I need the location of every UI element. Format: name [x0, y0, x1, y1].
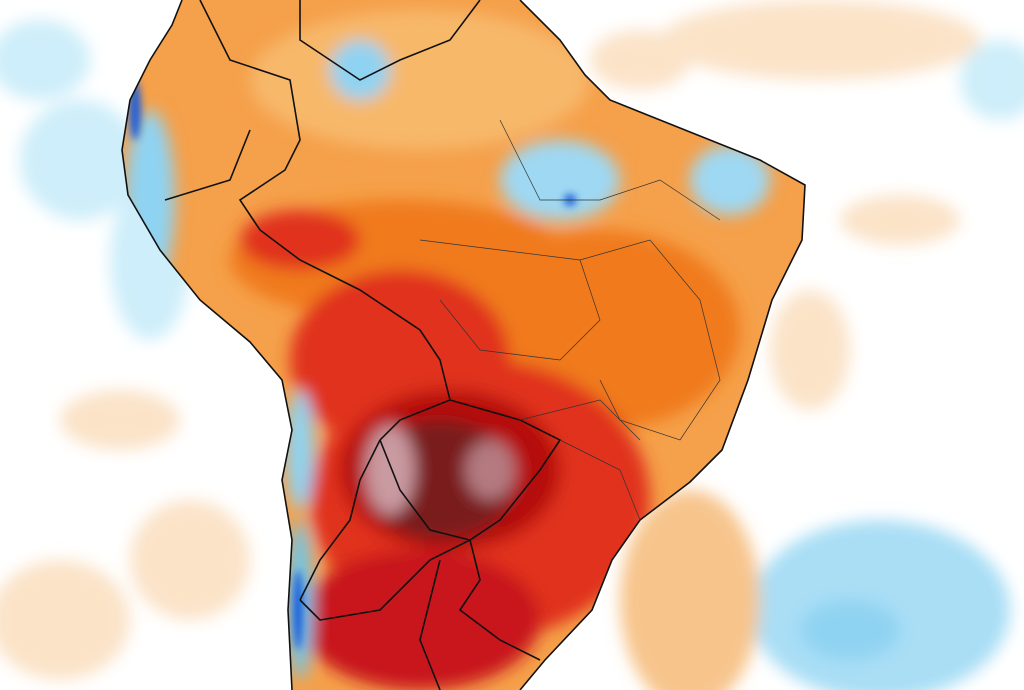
- border-line: [299, 439, 381, 601]
- ocean-warm-patch: [840, 195, 960, 245]
- ocean-warm-patch: [620, 490, 760, 690]
- ocean-warm-patch: [60, 390, 180, 450]
- ocean-cool-patch: [960, 40, 1024, 120]
- border-line: [458, 539, 541, 661]
- ocean-cool-patch: [0, 20, 90, 100]
- state-borders: [419, 119, 721, 521]
- ocean-cool-patch: [750, 520, 1010, 690]
- border-line: [199, 0, 451, 441]
- coastline: [121, 0, 806, 690]
- border-line: [379, 399, 562, 541]
- border-line: [164, 129, 251, 201]
- ocean-warm-patch: [590, 30, 690, 90]
- ocean-warm-patch: [770, 290, 850, 410]
- ocean-warm-patch: [660, 0, 980, 80]
- border-line: [419, 559, 441, 690]
- ocean-cool-patch: [800, 600, 900, 660]
- border-line: [299, 539, 471, 621]
- ocean-warm-patch: [0, 560, 130, 680]
- ocean-cool-patch: [20, 100, 140, 220]
- andes-cold-anomaly: [293, 570, 303, 650]
- ocean-warm-patch: [130, 500, 250, 620]
- country-borders: [121, 0, 806, 690]
- border-line: [299, 0, 481, 81]
